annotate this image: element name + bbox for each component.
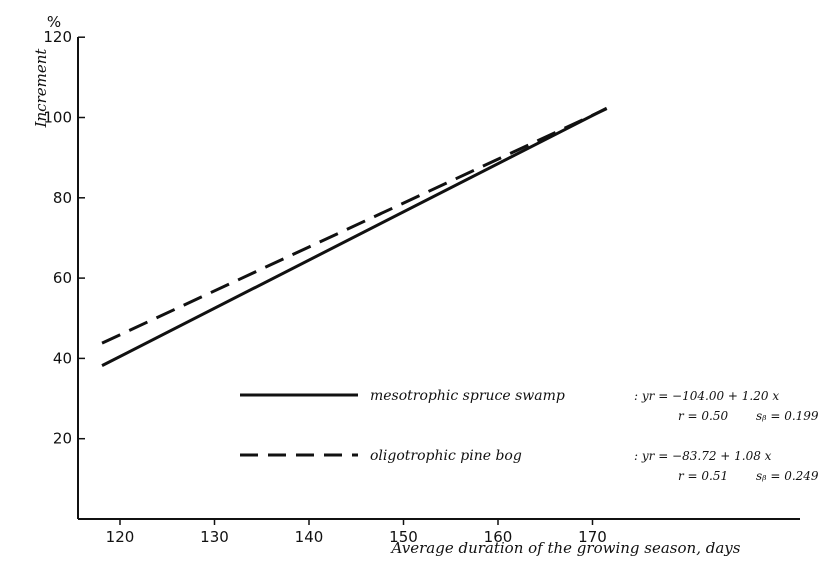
y-tick-label: 100 <box>43 109 72 127</box>
x-tick-label: 150 <box>389 528 418 546</box>
legend-equation-1: : yr = −104.00 + 1.20 x <box>634 389 779 403</box>
axes: 20 40 60 80 100 120 120 130 140 150 160 170% Increme… <box>32 13 800 557</box>
legend-sb-1: sᵦ = 0.199 <box>756 409 819 423</box>
legend: mesotrophic spruce swamp : yr = −104.00 +… <box>240 388 819 483</box>
series-line-1 <box>101 106 608 367</box>
plot-area <box>101 106 608 367</box>
legend-r-2: r = 0.51 <box>678 469 728 483</box>
legend-label-1: mesotrophic spruce swamp <box>370 388 565 404</box>
y-axis-label: Increment <box>32 48 50 129</box>
y-tick-label: 120 <box>43 28 72 46</box>
legend-equation-2: : yr = −83.72 + 1.08 x <box>634 449 772 463</box>
legend-r-1: r = 0.50 <box>678 409 729 423</box>
y-tick-label: 20 <box>53 430 72 448</box>
x-tick-label: 170 <box>578 528 607 546</box>
x-tick-label: 120 <box>106 528 135 546</box>
x-tick-label: 130 <box>200 528 229 546</box>
x-axis-label: Average duration of the growing season, … <box>390 539 741 557</box>
y-tick-label: 80 <box>53 189 72 207</box>
y-tick-label: 40 <box>53 349 72 367</box>
y-tick-label: 60 <box>53 269 72 287</box>
x-tick-label: 140 <box>295 528 324 546</box>
legend-sb-2: sᵦ = 0.249 <box>756 469 819 483</box>
y-axis-unit: % <box>47 13 61 31</box>
legend-label-2: oligotrophic pine bog <box>370 448 522 464</box>
series-line-2 <box>101 107 608 345</box>
x-tick-label: 160 <box>484 528 513 546</box>
